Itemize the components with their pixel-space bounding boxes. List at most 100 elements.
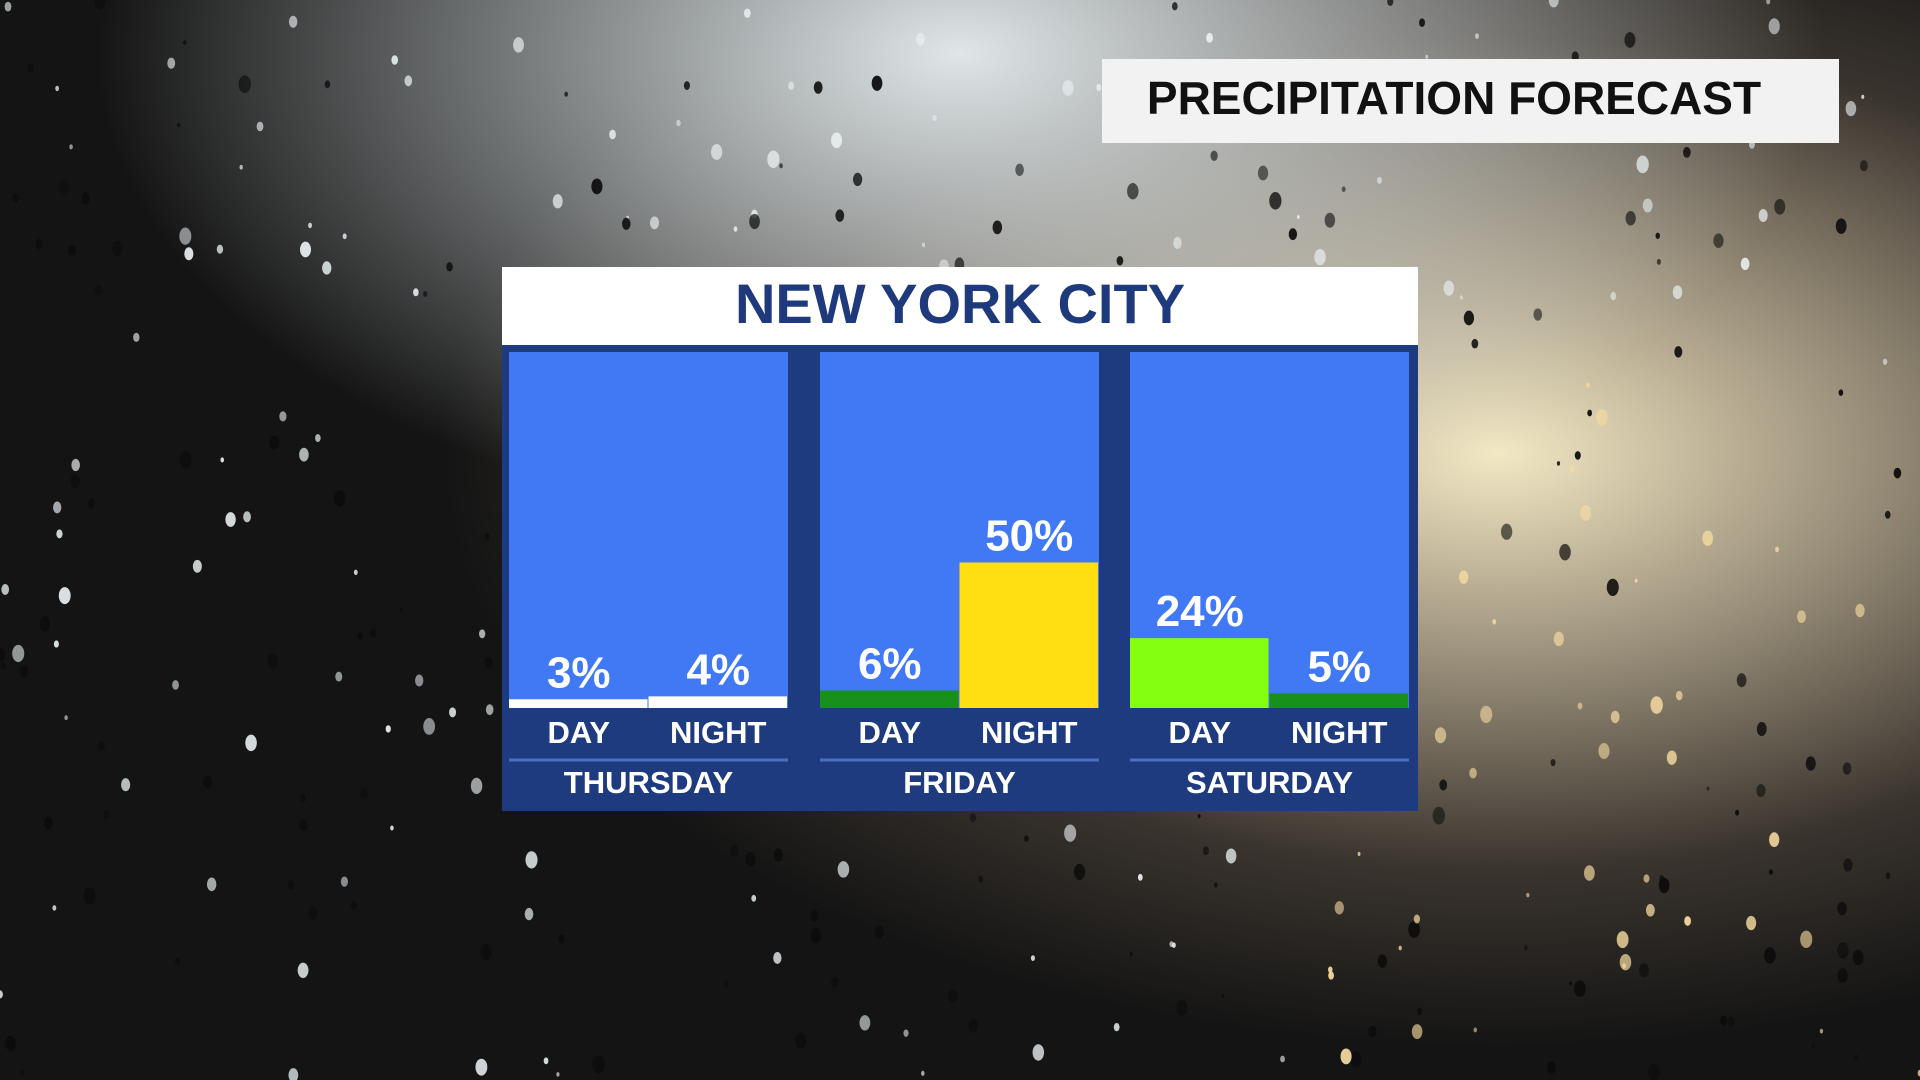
raindrop: [1610, 292, 1617, 301]
raindrop: [308, 906, 318, 920]
raindrop: [1624, 32, 1636, 48]
raindrop: [1702, 530, 1714, 546]
raindrop: [1556, 461, 1561, 466]
raindrop: [470, 777, 483, 795]
raindrop: [859, 1015, 871, 1031]
raindrop: [71, 458, 80, 472]
raindrop: [1764, 947, 1776, 964]
raindrop: [175, 956, 181, 965]
raindrop: [1559, 543, 1571, 561]
raindrop: [1553, 631, 1564, 647]
raindrop: [322, 261, 332, 275]
raindrop: [932, 114, 937, 122]
raindrop: [12, 193, 19, 203]
raindrop: [1096, 84, 1102, 92]
raindrop: [390, 825, 394, 831]
raindrop: [916, 32, 925, 46]
raindrop: [711, 143, 723, 160]
raindrop: [1280, 1055, 1285, 1063]
raindrop: [1656, 258, 1661, 265]
raindrop: [385, 725, 391, 733]
raindrop: [1819, 1028, 1824, 1034]
raindrop: [1221, 993, 1225, 999]
raindrop: [183, 40, 187, 46]
raindrop: [1171, 2, 1178, 11]
raindrop: [1917, 1069, 1920, 1077]
raindrop: [245, 734, 257, 752]
group-background: [509, 352, 788, 708]
raindrop: [564, 91, 568, 97]
raindrop: [592, 1055, 605, 1074]
raindrop: [1340, 1048, 1352, 1065]
raindrop: [1202, 846, 1209, 856]
raindrop: [1459, 295, 1463, 300]
raindrop: [1774, 198, 1786, 215]
raindrop: [1024, 835, 1029, 842]
raindrop: [167, 57, 176, 69]
raindrop: [1579, 504, 1592, 521]
raindrop: [202, 775, 213, 789]
raindrop: [1855, 603, 1865, 618]
raindrop: [5, 1035, 16, 1051]
raindrop: [773, 848, 783, 862]
raindrop: [267, 653, 278, 669]
raindrop: [68, 244, 76, 256]
raindrop: [1257, 165, 1269, 181]
raindrop: [1324, 212, 1336, 228]
raindrop: [279, 411, 287, 422]
raindrop: [1523, 944, 1528, 951]
raindrop: [1434, 727, 1447, 744]
raindrop: [1859, 160, 1868, 172]
raindrop: [1642, 198, 1653, 213]
raindrop: [1206, 32, 1214, 43]
raindrop: [921, 242, 926, 248]
raindrop: [1797, 610, 1806, 624]
raindrop: [1269, 192, 1282, 210]
raindrop: [795, 1032, 807, 1049]
raindrop: [1439, 779, 1448, 791]
raindrop: [1674, 346, 1683, 358]
raindrop: [1655, 232, 1660, 239]
raindrop: [978, 875, 983, 883]
raindrop: [179, 451, 192, 469]
raindrop: [353, 569, 358, 576]
raindrop: [225, 512, 236, 527]
raindrop: [1634, 578, 1638, 583]
raindrop: [1756, 721, 1767, 737]
raindrop: [1471, 338, 1479, 349]
label-box: [1102, 59, 1839, 143]
raindrop: [81, 192, 90, 205]
raindrop: [94, 0, 106, 10]
raindrop: [1835, 218, 1847, 234]
raindrop: [52, 905, 57, 911]
raindrop: [4, 1, 12, 12]
raindrop: [1129, 951, 1133, 957]
raindrop: [1526, 892, 1530, 898]
raindrop: [779, 163, 783, 169]
raindrop: [1547, 1061, 1556, 1074]
raindrop: [288, 15, 298, 28]
category-label: DAY: [858, 715, 921, 750]
raindrop: [39, 616, 51, 632]
raindrop: [391, 55, 399, 65]
raindrop: [1675, 690, 1683, 701]
raindrop: [1775, 546, 1780, 553]
raindrop: [350, 900, 358, 910]
bar: [1269, 693, 1408, 708]
raindrop: [300, 241, 311, 258]
raindrop: [903, 1029, 909, 1037]
raindrop: [1377, 954, 1388, 968]
raindrop: [1606, 578, 1619, 596]
raindrop: [299, 447, 309, 462]
raindrop: [524, 907, 534, 921]
raindrop: [1015, 163, 1024, 176]
raindrop: [513, 37, 524, 53]
bar: [1130, 638, 1269, 708]
raindrop: [1569, 981, 1573, 986]
raindrop: [1171, 942, 1176, 948]
raindrop: [1173, 236, 1182, 249]
raindrop: [1586, 382, 1590, 388]
raindrop: [133, 332, 140, 342]
raindrop: [1843, 858, 1853, 872]
